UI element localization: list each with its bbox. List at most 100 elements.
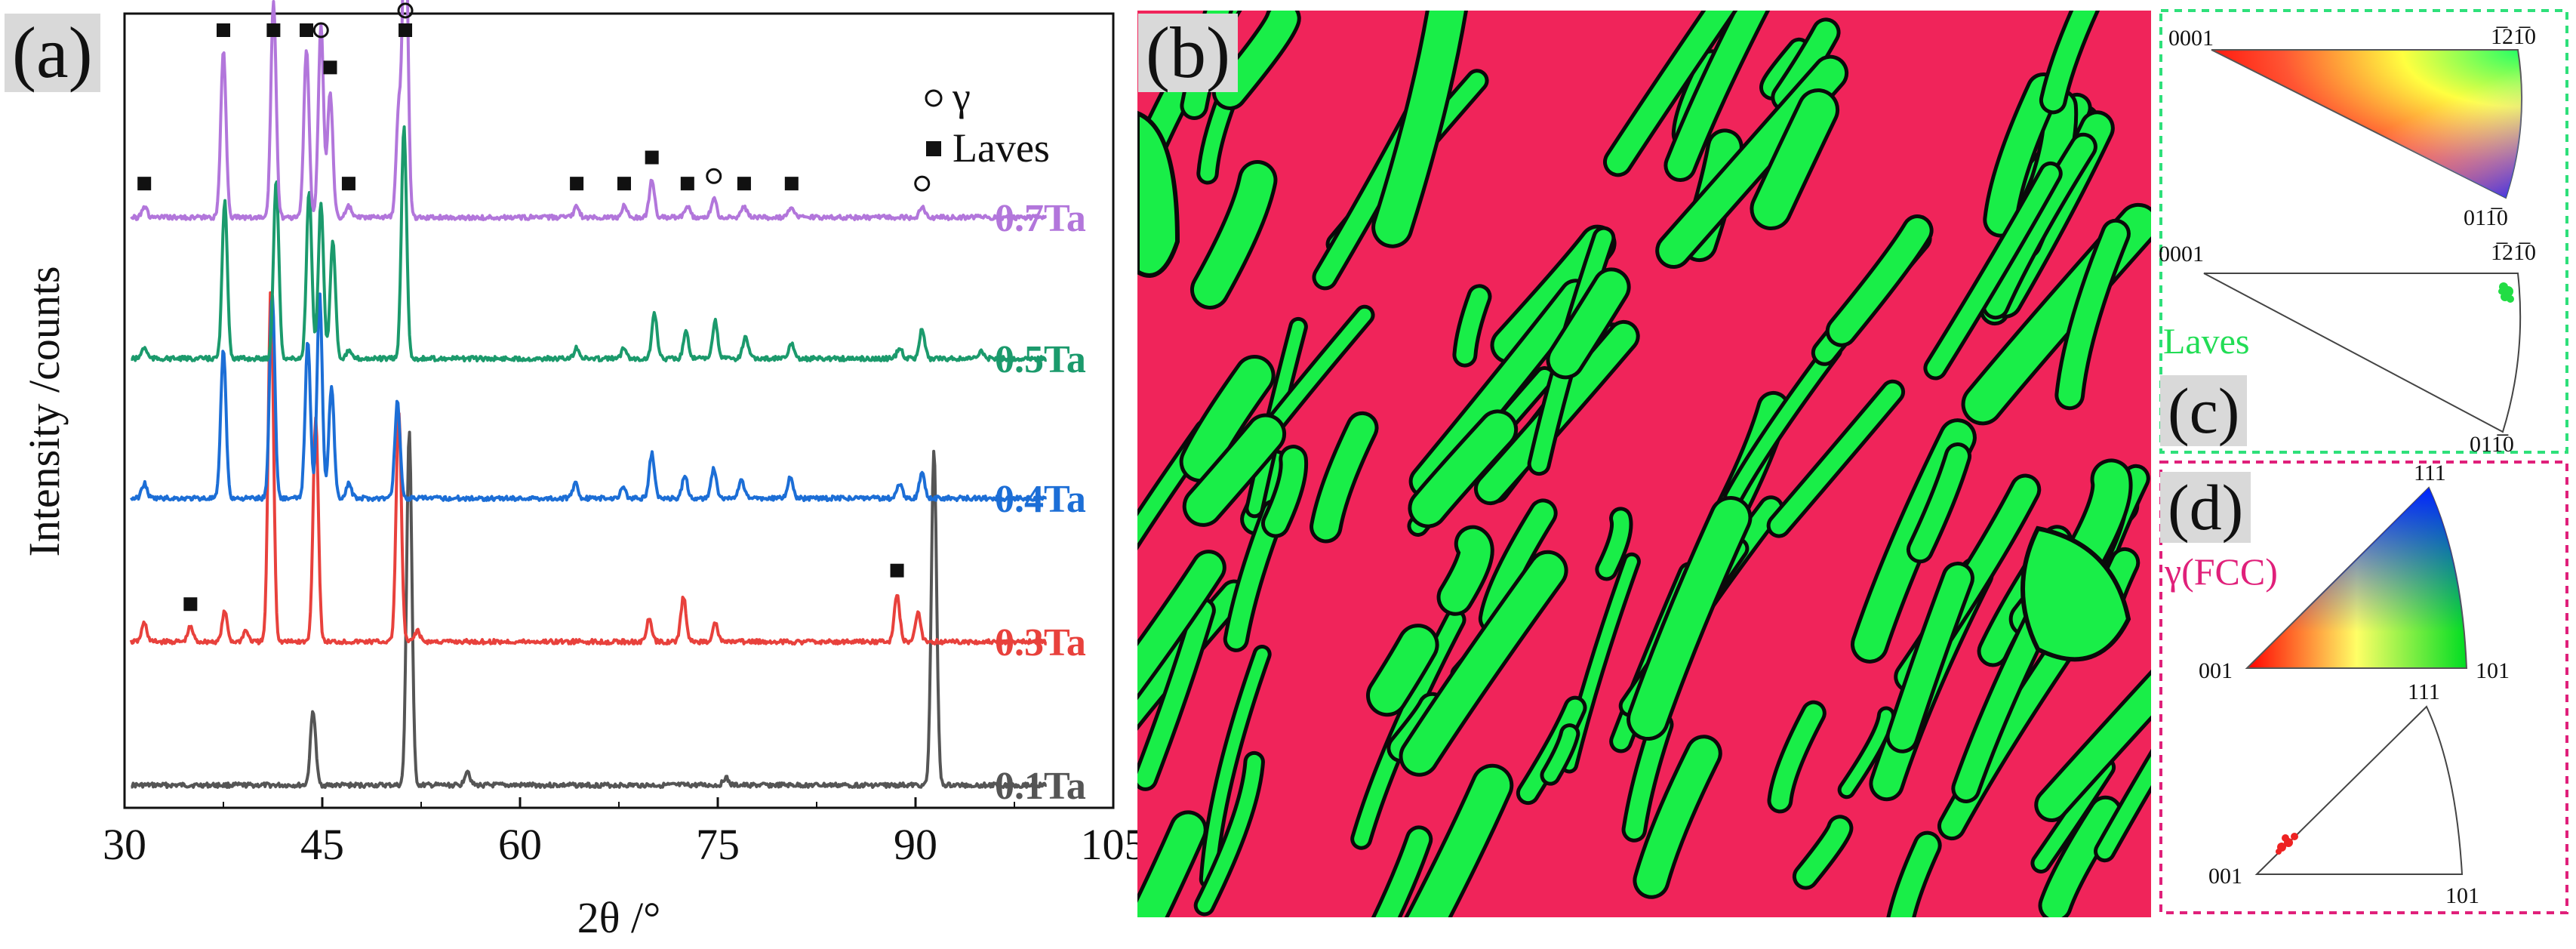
laves-grain (1753, 92, 1836, 226)
laves-key-corner-1210: 1̅21̅0 (2491, 24, 2536, 49)
laves-grain (1927, 165, 2059, 377)
laves-marker (183, 597, 198, 612)
laves-grain (1727, 344, 1839, 504)
laves-grain (1215, 11, 1297, 106)
laves-grain (2097, 756, 2151, 859)
panel-label-d: (d) (2160, 472, 2251, 543)
laves-marker (266, 23, 281, 37)
series-label-0.1Ta: 0.1Ta (995, 765, 1086, 808)
laves-marker (680, 177, 694, 191)
laves-grain (1667, 11, 1766, 179)
series-traces: 0.1Ta 0.3Ta 0.4Ta 0.5Ta 0.7Ta (129, 0, 1086, 808)
fcc-ipf-corner-101: 101 (2445, 883, 2479, 908)
legend-laves-symbol (926, 141, 941, 156)
x-tick-label: 60 (498, 820, 542, 869)
laves-grain (1197, 754, 1261, 913)
series-label-0.4Ta: 0.4Ta (995, 478, 1086, 521)
fcc-key-corner-001: 001 (2199, 658, 2233, 683)
fcc-key-corner-111: 111 (2414, 461, 2446, 485)
laves-bands (1137, 11, 2151, 917)
fcc-key-corner-101: 101 (2476, 658, 2510, 683)
laves-grain (1889, 565, 1971, 750)
x-tick-label: 75 (696, 820, 740, 869)
laves-grain (1375, 829, 1430, 917)
series-line-0.1Ta (131, 430, 1048, 789)
laves-grain (1771, 704, 1823, 810)
series-line-0.4Ta (129, 292, 1048, 502)
laves-marker (890, 563, 904, 578)
fcc-orientation-points (2276, 833, 2298, 855)
laves-panel-border (2159, 9, 2568, 454)
x-axis-label: 2θ /° (577, 893, 661, 942)
laves-ipf-plot (2203, 273, 2522, 433)
gamma-marker (312, 22, 329, 39)
laves-phase-label: Laves (2163, 322, 2250, 362)
laves-ipf-color-key-blue (2211, 50, 2522, 198)
legend-gamma-symbol (925, 89, 943, 107)
laves-grain (1369, 627, 1436, 713)
laves-grain (1841, 710, 1892, 796)
gamma-marker (706, 168, 722, 184)
xrd-chart: 30 45 60 75 90 105 0.1Ta0.3Ta0.4Ta0.5Ta0.7Ta … (20, 0, 1146, 942)
legend-gamma-label: γ (952, 74, 971, 119)
laves-key-corner-0001: 0001 (2168, 26, 2214, 51)
laves-grain (1313, 414, 1375, 540)
x-tick-label: 90 (894, 820, 937, 869)
laves-grain (2042, 799, 2119, 917)
laves-marker (323, 60, 337, 75)
series-line-0.5Ta (131, 125, 1048, 362)
laves-grain (1890, 834, 1938, 917)
laves-grain (1411, 413, 1515, 525)
laves-grain (1137, 553, 1223, 694)
laves-grain (1264, 448, 1305, 535)
fcc-ipf-corner-001: 001 (2208, 864, 2242, 889)
laves-grain (1550, 271, 1627, 376)
laves-grain (1137, 814, 1204, 917)
fcc-ipf-corner-111: 111 (2408, 679, 2440, 704)
laves-grain (1763, 41, 1808, 97)
legend: γ Laves (925, 74, 1050, 171)
legend-laves-label: Laves (953, 125, 1050, 171)
series-line-0.7Ta (130, 0, 1048, 221)
panel-label-c: (c) (2160, 375, 2248, 446)
laves-grain (2020, 525, 2131, 662)
ipf-laves-panel: 0001 1̅21̅0 011̅0 0001 1̅21̅0 011̅0 Lave… (2159, 9, 2568, 457)
laves-grain (1987, 76, 2057, 234)
laves-marker (570, 177, 584, 191)
laves-grain (2069, 462, 2129, 570)
x-tick-label: 105 (1081, 820, 1146, 869)
x-axis-ticks: 30 45 60 75 90 105 (103, 797, 1146, 869)
series-label-0.7Ta: 0.7Ta (995, 197, 1086, 240)
laves-grain (1202, 648, 1268, 886)
laves-grain (2058, 222, 2127, 407)
laves-grain (2042, 11, 2096, 111)
laves-grain (1543, 727, 1577, 782)
panel-label-a: (a) (5, 14, 100, 92)
series-label-0.3Ta: 0.3Ta (995, 621, 1086, 664)
fcc-ipf-color-key-blue (2247, 488, 2467, 668)
laves-grain (1796, 818, 1850, 886)
laves-marker (217, 23, 230, 37)
laves-orientation-points (2498, 282, 2514, 303)
laves-ipf-corner-1210: 1̅21̅0 (2491, 240, 2536, 265)
y-axis-label: Intensity /counts (20, 266, 69, 556)
phase-markers (137, 2, 931, 612)
laves-grain (1456, 288, 1488, 364)
laves-grain (1137, 601, 1212, 787)
laves-grain (1193, 164, 1274, 306)
gamma-marker (397, 2, 414, 19)
laves-grain (1770, 383, 1902, 535)
laves-grain (1599, 510, 1630, 578)
laves-marker (645, 150, 659, 165)
laves-grain (1606, 11, 1734, 174)
panel-label-b: (b) (1138, 14, 1238, 92)
fcc-phase-label: γ(FCC) (2164, 550, 2278, 593)
laves-grain (1137, 110, 1180, 278)
series-label-0.5Ta: 0.5Ta (995, 338, 1086, 381)
laves-grain (1630, 499, 1749, 738)
laves-marker (617, 177, 631, 191)
laves-marker (341, 177, 355, 191)
laves-grain (1985, 136, 2094, 316)
laves-grain (1940, 629, 2079, 837)
